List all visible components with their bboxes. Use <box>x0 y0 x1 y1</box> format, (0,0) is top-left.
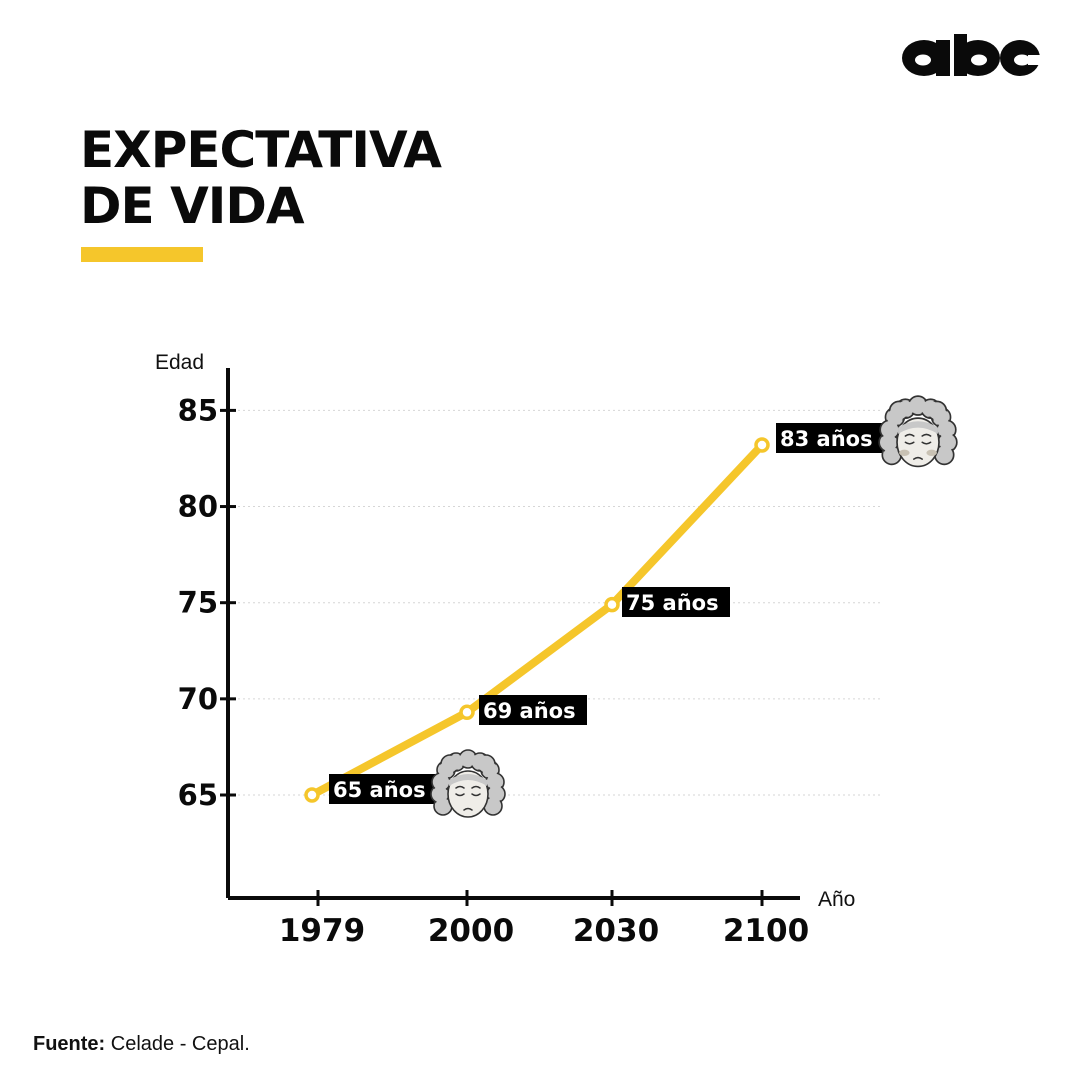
title-line-1: EXPECTATIVA <box>80 121 442 179</box>
series-line <box>308 441 766 799</box>
source-label: Fuente: <box>33 1033 106 1055</box>
data-label: 83 años <box>780 427 873 451</box>
y-tick-label: 80 <box>178 490 218 524</box>
data-label: 65 años <box>333 778 426 802</box>
title-accent-bar <box>81 247 203 262</box>
data-label-box <box>329 774 437 804</box>
elderly-face-icon <box>430 749 506 818</box>
data-point <box>604 596 620 613</box>
y-axis-title: Edad <box>155 351 204 374</box>
y-tick-label: 75 <box>178 586 218 620</box>
y-tick-label: 65 <box>178 778 218 812</box>
source-text: Celade - Cepal. <box>110 1033 250 1055</box>
abc-logo <box>902 34 1040 76</box>
y-tick-label: 85 <box>178 393 218 427</box>
x-tick-label: 2100 <box>723 913 809 949</box>
data-label-box <box>622 587 730 617</box>
y-tick-label: 70 <box>178 682 218 716</box>
title-line-2: DE VIDA <box>80 177 305 235</box>
data-point <box>304 787 320 803</box>
elderly-face-icon <box>878 395 958 468</box>
data-point <box>459 704 475 721</box>
x-tick-label: 2000 <box>428 913 514 949</box>
data-label: 75 años <box>626 591 719 615</box>
data-point <box>754 437 770 453</box>
source-note: Fuente: Celade - Cepal. <box>33 1033 250 1056</box>
x-tick-label: 1979 <box>279 913 365 949</box>
data-label: 69 años <box>483 699 576 723</box>
data-label-box <box>479 695 587 725</box>
data-label-box <box>776 423 884 453</box>
x-tick-label: 2030 <box>573 913 659 949</box>
chart-title: EXPECTATIVA DE VIDA <box>80 121 442 235</box>
x-axis-title: Año <box>818 888 855 911</box>
